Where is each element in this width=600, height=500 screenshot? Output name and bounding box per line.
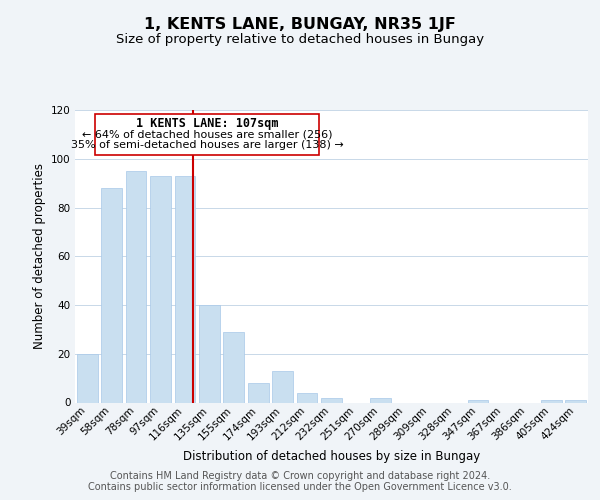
- Bar: [101, 188, 122, 402]
- X-axis label: Distribution of detached houses by size in Bungay: Distribution of detached houses by size …: [183, 450, 480, 464]
- Bar: [77, 354, 98, 403]
- Bar: [125, 171, 146, 402]
- Bar: [199, 305, 220, 402]
- FancyBboxPatch shape: [95, 114, 319, 155]
- Text: 35% of semi-detached houses are larger (138) →: 35% of semi-detached houses are larger (…: [71, 140, 343, 150]
- Bar: [541, 400, 562, 402]
- Bar: [467, 400, 488, 402]
- Bar: [223, 332, 244, 402]
- Text: 1, KENTS LANE, BUNGAY, NR35 1JF: 1, KENTS LANE, BUNGAY, NR35 1JF: [144, 18, 456, 32]
- Text: Contains public sector information licensed under the Open Government Licence v3: Contains public sector information licen…: [88, 482, 512, 492]
- Bar: [248, 383, 269, 402]
- Text: ← 64% of detached houses are smaller (256): ← 64% of detached houses are smaller (25…: [82, 130, 332, 140]
- Bar: [150, 176, 171, 402]
- Y-axis label: Number of detached properties: Number of detached properties: [32, 163, 46, 349]
- Text: 1 KENTS LANE: 107sqm: 1 KENTS LANE: 107sqm: [136, 118, 278, 130]
- Bar: [565, 400, 586, 402]
- Text: Size of property relative to detached houses in Bungay: Size of property relative to detached ho…: [116, 32, 484, 46]
- Bar: [175, 176, 196, 402]
- Bar: [321, 398, 342, 402]
- Bar: [296, 393, 317, 402]
- Bar: [370, 398, 391, 402]
- Text: Contains HM Land Registry data © Crown copyright and database right 2024.: Contains HM Land Registry data © Crown c…: [110, 471, 490, 481]
- Bar: [272, 371, 293, 402]
